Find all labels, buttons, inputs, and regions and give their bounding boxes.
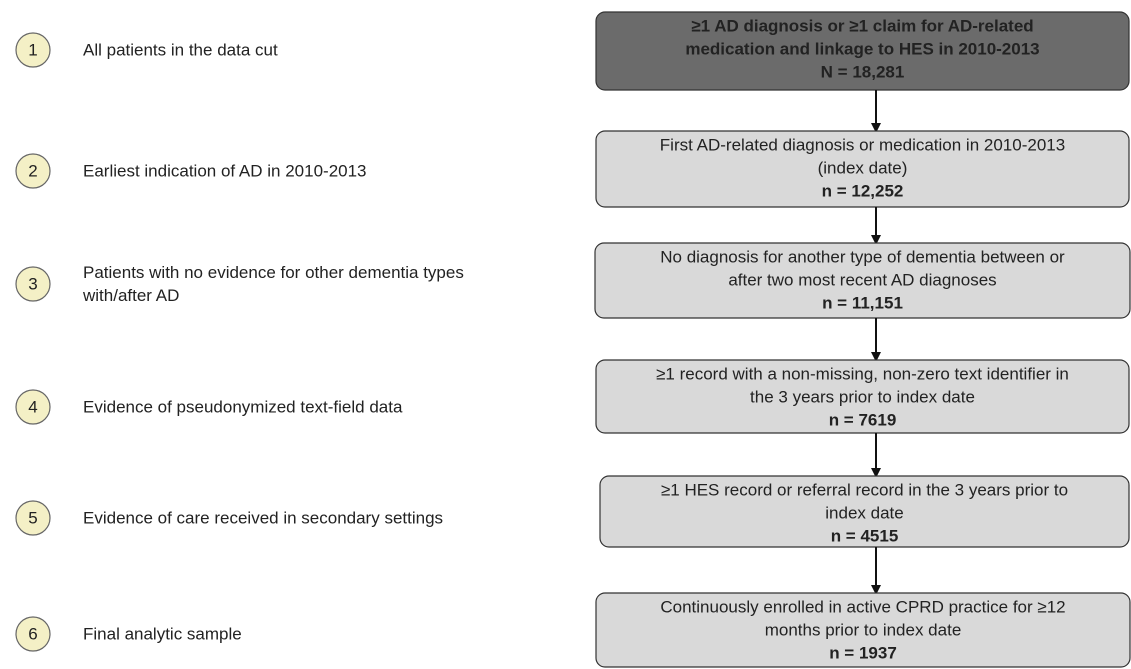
box-text: No diagnosis for another type of dementi…: [660, 247, 1065, 266]
box-text: after two most recent AD diagnoses: [728, 270, 996, 289]
step-text: Earliest indication of AD in 2010-2013: [83, 161, 367, 180]
flow-box: [595, 11, 1130, 91]
flow-box: [594, 242, 1131, 319]
flow-box: [599, 475, 1130, 548]
step-number: 6: [28, 624, 37, 643]
box-count: n = 4515: [831, 526, 899, 545]
flow-box: [595, 592, 1131, 668]
box-text: medication and linkage to HES in 2010-20…: [685, 39, 1039, 58]
box-text: First AD-related diagnosis or medication…: [660, 135, 1065, 154]
step-circle: [15, 32, 51, 68]
box-count: n = 1937: [829, 643, 897, 662]
box-text: (index date): [818, 158, 908, 177]
box-count: n = 12,252: [822, 181, 904, 200]
flow-box: [595, 130, 1130, 208]
step-text: Evidence of care received in secondary s…: [83, 508, 443, 527]
box-text: index date: [825, 503, 903, 522]
step-text: Final analytic sample: [83, 624, 242, 643]
step-text: with/after AD: [82, 286, 179, 305]
step-number: 4: [28, 397, 37, 416]
box-text: ≥1 record with a non-missing, non-zero t…: [656, 364, 1069, 383]
box-count: n = 11,151: [822, 293, 903, 312]
step-circle: [15, 266, 51, 302]
step-circle: [15, 153, 51, 189]
step-circle: [15, 500, 51, 536]
step-circle: [15, 616, 51, 652]
step-number: 5: [28, 508, 37, 527]
step-text: Evidence of pseudonymized text-field dat…: [83, 397, 403, 416]
box-text: the 3 years prior to index date: [750, 387, 975, 406]
step-text: All patients in the data cut: [83, 40, 278, 59]
step-text: Patients with no evidence for other deme…: [83, 263, 464, 282]
box-text: ≥1 AD diagnosis or ≥1 claim for AD-relat…: [691, 16, 1033, 35]
step-number: 3: [28, 274, 37, 293]
box-count: N = 18,281: [821, 62, 905, 81]
box-text: months prior to index date: [765, 620, 962, 639]
step-circle: [15, 389, 51, 425]
box-text: Continuously enrolled in active CPRD pra…: [660, 597, 1065, 616]
box-text: ≥1 HES record or referral record in the …: [661, 480, 1068, 499]
step-number: 1: [28, 40, 37, 59]
box-count: n = 7619: [829, 410, 897, 429]
step-number: 2: [28, 161, 37, 180]
flow-box: [595, 359, 1130, 434]
